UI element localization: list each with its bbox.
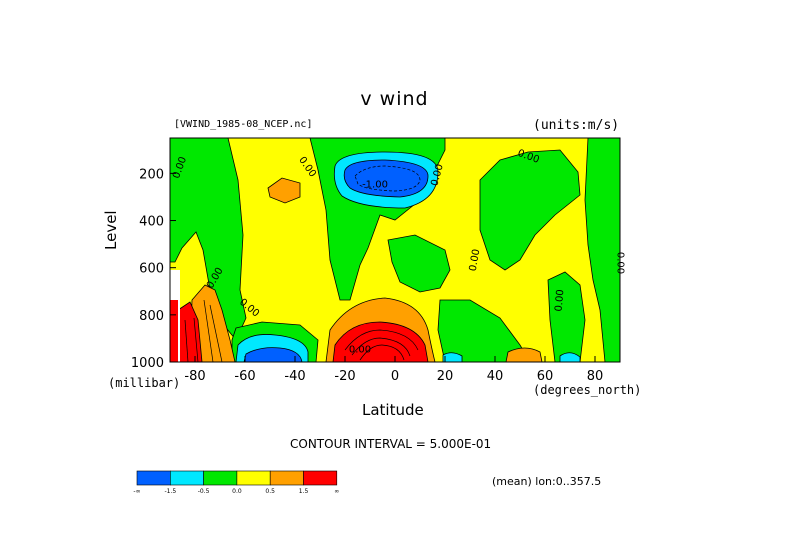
- y-axis-units: (millibar): [108, 376, 181, 390]
- mean-longitude-label: (mean) lon:0..357.5: [492, 475, 602, 488]
- y-tick-label: 1000: [131, 356, 164, 371]
- x-tick-label: -60: [234, 369, 255, 384]
- colorbar-swatch: [170, 470, 204, 486]
- x-axis-label: Latitude: [362, 401, 424, 419]
- y-tick-label: 200: [139, 167, 164, 182]
- x-tick-label: 20: [437, 369, 454, 384]
- x-tick-label: -20: [334, 369, 355, 384]
- x-tick-label: -40: [284, 369, 305, 384]
- colorbar-label: -∞: [133, 488, 140, 495]
- colorbar-label: 0.5: [265, 488, 275, 495]
- x-tick-label: 60: [537, 369, 554, 384]
- y-tick-label: 600: [139, 262, 164, 277]
- colorbar-label: -1.5: [164, 488, 176, 495]
- colorbar-swatch: [136, 470, 171, 486]
- colorbar-swatch: [203, 470, 238, 486]
- colorbar-label: 1.5: [299, 488, 309, 495]
- contour-label: 0.00: [615, 252, 626, 274]
- colorbar-label: ∞: [334, 488, 339, 495]
- colorbar-swatch: [303, 470, 338, 486]
- y-tick-label: 800: [139, 309, 164, 324]
- x-axis: -80 -60 -40 -20 0 20 40 60 80: [184, 356, 603, 384]
- x-tick-label: -80: [184, 369, 205, 384]
- y-tick-label: 400: [139, 215, 164, 230]
- contour-interval-label: CONTOUR INTERVAL = 5.000E-01: [290, 437, 492, 451]
- contour-label: -1.00: [362, 180, 388, 191]
- y-axis: 200 400 600 800 1000: [131, 167, 176, 371]
- x-axis-units: (degrees_north): [533, 383, 642, 397]
- source-file-label: [VWIND_1985-08_NCEP.nc]: [174, 119, 313, 130]
- colorbar-label: 0.0: [232, 488, 242, 495]
- colorbar-label: -0.5: [198, 488, 210, 495]
- colorbar-swatch: [236, 470, 271, 486]
- x-tick-label: 80: [587, 369, 604, 384]
- contour-label: 0.00: [554, 289, 567, 312]
- colorbar: -∞ -1.5 -0.5 0.0 0.5 1.5 ∞: [133, 470, 339, 495]
- contour-label: 0.00: [468, 248, 483, 272]
- x-tick-label: 0: [391, 369, 399, 384]
- contour-fill-field: [170, 138, 620, 362]
- units-label: (units:m/s): [533, 118, 620, 133]
- colorbar-swatch: [269, 470, 304, 486]
- chart-title: v wind: [360, 88, 429, 110]
- contour-label: 0.00: [349, 345, 371, 356]
- x-tick-label: 40: [487, 369, 504, 384]
